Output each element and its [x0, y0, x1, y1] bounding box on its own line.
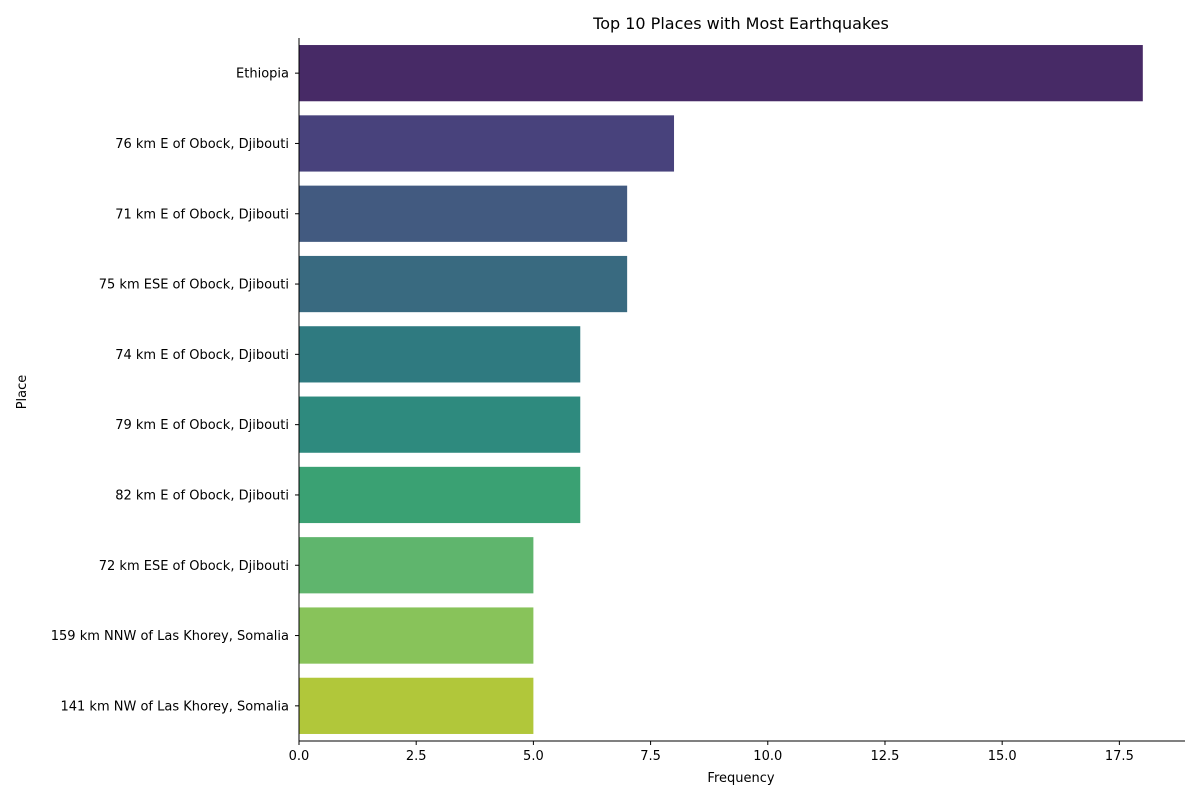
x-tick-label: 12.5 — [871, 749, 900, 764]
x-axis-title: Frequency — [707, 771, 774, 786]
x-tick-label: 10.0 — [753, 749, 782, 764]
bar-8 — [299, 537, 534, 594]
bar-9 — [299, 607, 534, 664]
bar-7 — [299, 466, 581, 524]
bar-2 — [299, 115, 675, 172]
chart-title: Top 10 Places with Most Earthquakes — [592, 14, 889, 33]
y-tick-label: 159 km NNW of Las Khorey, Somalia — [51, 629, 289, 644]
axes-frame — [298, 38, 1185, 742]
y-tick-label: 141 km NW of Las Khorey, Somalia — [60, 699, 289, 714]
bar-5 — [299, 326, 581, 383]
bar-10 — [299, 677, 534, 734]
x-tick-label: 0.0 — [289, 749, 310, 764]
x-tick-label: 15.0 — [988, 749, 1017, 764]
y-axis-ticks: Ethiopia 76 km E of Obock, Djibouti 71 km … — [51, 67, 299, 714]
bar-1 — [299, 45, 1143, 102]
bar-6 — [299, 396, 581, 453]
x-tick-label: 17.5 — [1105, 749, 1134, 764]
bars-group — [299, 45, 1143, 734]
y-tick-label: Ethiopia — [236, 67, 289, 82]
x-tick-label: 7.5 — [640, 749, 661, 764]
y-tick-label: 74 km E of Obock, Djibouti — [115, 348, 289, 363]
bar-3 — [299, 185, 628, 242]
y-tick-label: 82 km E of Obock, Djibouti — [115, 488, 289, 503]
y-tick-label: 79 km E of Obock, Djibouti — [115, 418, 289, 433]
y-tick-label: 75 km ESE of Obock, Djibouti — [99, 278, 289, 293]
x-axis-ticks: 0.0 2.5 5.0 7.5 10.0 12.5 15.0 17.5 — [289, 741, 1134, 764]
x-tick-label: 2.5 — [406, 749, 427, 764]
y-tick-label: 76 km E of Obock, Djibouti — [115, 137, 289, 152]
y-axis-title: Place — [15, 375, 30, 410]
y-tick-label: 72 km ESE of Obock, Djibouti — [99, 559, 289, 574]
y-tick-label: 71 km E of Obock, Djibouti — [115, 207, 289, 222]
x-tick-label: 5.0 — [523, 749, 544, 764]
bar-4 — [299, 255, 628, 313]
